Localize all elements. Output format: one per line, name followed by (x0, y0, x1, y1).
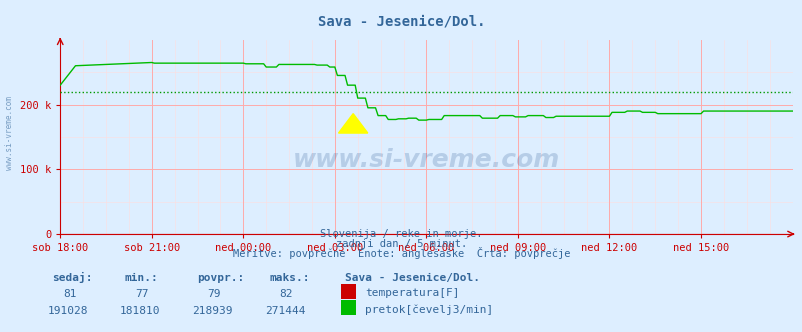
Text: 191028: 191028 (48, 306, 88, 316)
Text: sedaj:: sedaj: (52, 272, 92, 283)
Text: min.:: min.: (124, 273, 158, 283)
Text: 271444: 271444 (265, 306, 305, 316)
Text: 79: 79 (207, 289, 221, 299)
Text: Sava - Jesenice/Dol.: Sava - Jesenice/Dol. (345, 273, 480, 283)
Text: www.si-vreme.com: www.si-vreme.com (293, 148, 559, 172)
Text: Meritve: povprečne  Enote: anglešaške  Črta: povprečje: Meritve: povprečne Enote: anglešaške Črt… (233, 247, 569, 259)
Text: pretok[čevelj3/min]: pretok[čevelj3/min] (365, 304, 493, 315)
Polygon shape (338, 114, 367, 133)
Text: 82: 82 (279, 289, 293, 299)
Text: temperatura[F]: temperatura[F] (365, 288, 460, 298)
Text: 81: 81 (63, 289, 76, 299)
Text: povpr.:: povpr.: (196, 273, 244, 283)
Text: 77: 77 (135, 289, 148, 299)
Text: 181810: 181810 (120, 306, 160, 316)
Text: maks.:: maks.: (269, 273, 309, 283)
Text: 218939: 218939 (192, 306, 233, 316)
Text: zadnji dan / 5 minut.: zadnji dan / 5 minut. (335, 239, 467, 249)
Text: Slovenija / reke in morje.: Slovenija / reke in morje. (320, 229, 482, 239)
Text: Sava - Jesenice/Dol.: Sava - Jesenice/Dol. (318, 15, 484, 29)
Text: www.si-vreme.com: www.si-vreme.com (5, 96, 14, 170)
